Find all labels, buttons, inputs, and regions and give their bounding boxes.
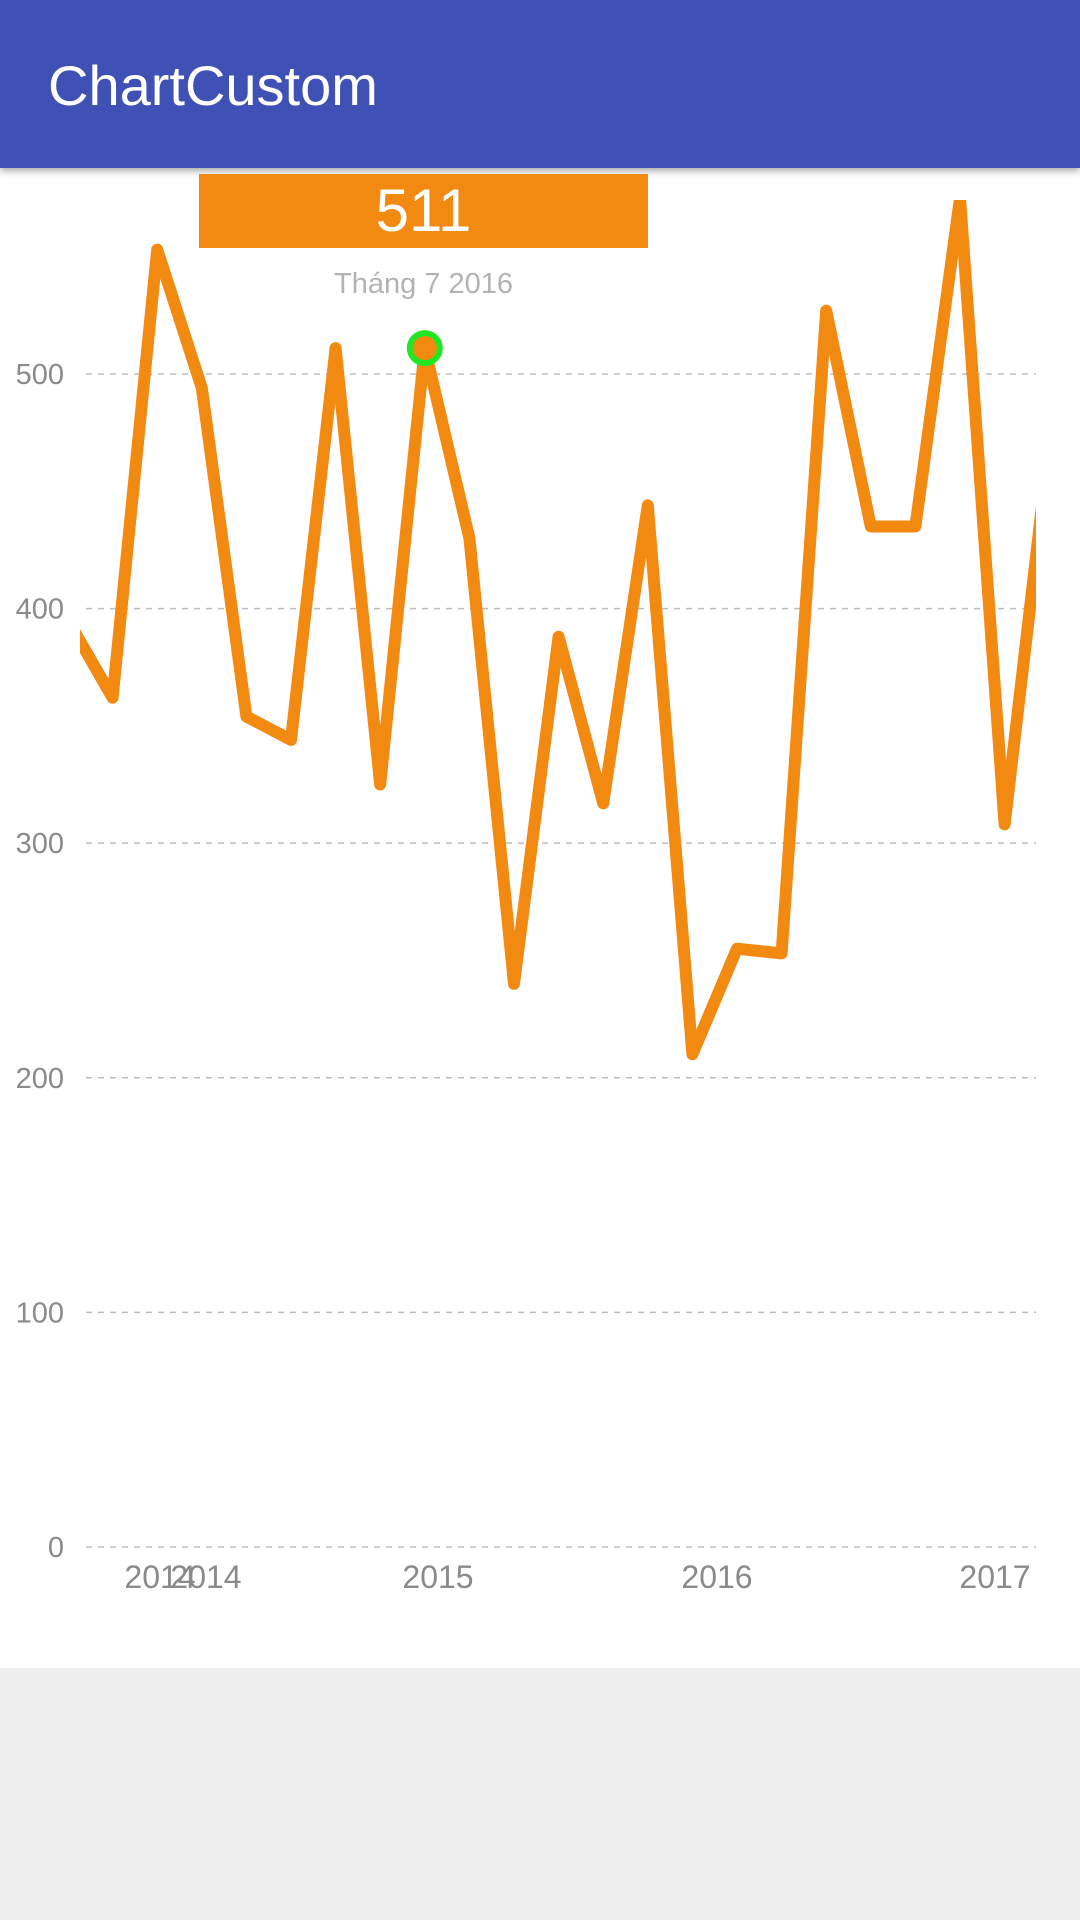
y-tick-label: 200 [16, 1063, 64, 1095]
x-tick-label: 2015 [402, 1559, 473, 1595]
data-point[interactable] [1000, 820, 1009, 829]
tooltip-value-box: 511 [199, 174, 648, 248]
y-tick-label: 0 [48, 1532, 64, 1564]
data-point[interactable] [733, 944, 741, 953]
series-line [80, 200, 1036, 1061]
tooltip-date: Tháng 7 2016 [334, 268, 513, 300]
x-tick-label: 2014 [124, 1559, 195, 1595]
app-title: ChartCustom [48, 54, 378, 117]
data-point[interactable] [956, 194, 964, 202]
data-point[interactable] [643, 501, 652, 510]
data-point[interactable] [866, 522, 875, 531]
data-point[interactable] [510, 979, 518, 988]
y-tick-label: 400 [16, 594, 64, 626]
series-layer [64, 194, 1053, 1061]
data-point[interactable] [465, 534, 474, 543]
data-point[interactable] [108, 693, 117, 702]
data-point[interactable] [376, 780, 385, 789]
x-tick-label: 2016 [681, 1559, 752, 1595]
data-point[interactable] [64, 616, 72, 624]
y-tick-label: 300 [16, 828, 64, 860]
app-bar: ChartCustom [0, 0, 1080, 168]
data-point[interactable] [777, 949, 786, 958]
grid-lines [86, 373, 1036, 1548]
data-point[interactable] [331, 344, 340, 353]
y-tick-label: 500 [16, 359, 64, 391]
data-point[interactable] [287, 735, 295, 744]
highlighted-point[interactable] [406, 330, 443, 367]
tooltip-value: 511 [375, 177, 472, 244]
data-point[interactable] [1045, 440, 1053, 448]
y-tick-label: 100 [16, 1297, 64, 1329]
data-point[interactable] [242, 712, 251, 721]
data-point[interactable] [911, 522, 920, 531]
x-tick-label: 2017 [959, 1559, 1030, 1595]
data-point[interactable] [153, 245, 162, 254]
x-tick-label: 2014 [170, 1559, 241, 1595]
data-point[interactable] [688, 1050, 697, 1059]
data-point[interactable] [197, 384, 206, 393]
data-point[interactable] [599, 799, 608, 808]
data-point[interactable] [822, 306, 831, 315]
highlight-layer[interactable] [406, 330, 443, 367]
y-axis-tick-labels: 0 100 200 300 400 500 [16, 359, 64, 1564]
chart-panel[interactable] [0, 168, 1080, 1668]
data-point[interactable] [554, 632, 563, 641]
